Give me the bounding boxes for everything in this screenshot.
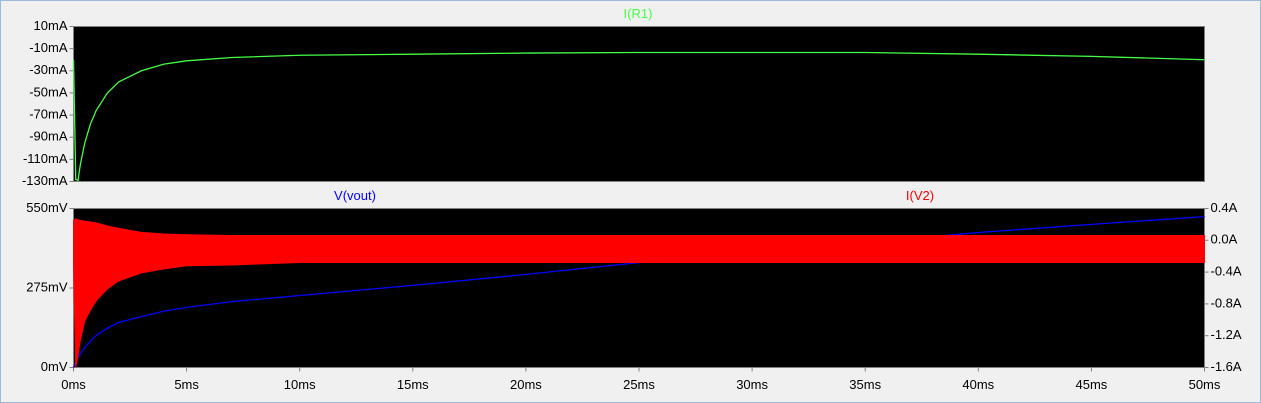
plot-pane <box>73 26 1205 182</box>
series-name: I(R1) <box>624 6 653 21</box>
y-tick-label: 550mV <box>26 200 68 215</box>
y2-tick-label: 0.0A <box>1211 232 1238 247</box>
y2-tick-label: -1.2A <box>1211 327 1242 342</box>
series-line <box>72 51 1205 182</box>
y2-tick-label: -1.6A <box>1211 359 1242 374</box>
x-tick-label: 5ms <box>174 377 199 392</box>
series-name: V(vout) <box>334 188 376 203</box>
y2-tick-label: -0.4A <box>1211 264 1242 279</box>
y-tick-label: -10mA <box>29 40 68 55</box>
plot-pane <box>73 208 1205 368</box>
y-tick-label: 10mA <box>34 18 68 33</box>
y-tick-label: -50mA <box>29 84 68 99</box>
y-tick-label: -70mA <box>29 107 68 122</box>
y-tick-label: -30mA <box>29 62 68 77</box>
x-tick-label: 35ms <box>849 377 881 392</box>
y-tick-label: 275mV <box>26 279 68 294</box>
x-tick-label: 20ms <box>510 377 542 392</box>
x-tick-label: 10ms <box>284 377 316 392</box>
x-tick-label: 40ms <box>962 377 994 392</box>
x-tick-label: 25ms <box>623 377 655 392</box>
y-tick-label: -110mA <box>23 151 68 166</box>
y2-tick-label: -0.8A <box>1211 295 1242 310</box>
x-tick-label: 45ms <box>1076 377 1108 392</box>
y-tick-label: -130mA <box>22 173 68 188</box>
x-tick-label: 50ms <box>1189 377 1221 392</box>
y2-tick-label: 0.4A <box>1211 200 1238 215</box>
x-tick-label: 15ms <box>397 377 429 392</box>
y-tick-label: 0mV <box>41 359 68 374</box>
x-tick-label: 0ms <box>61 377 86 392</box>
series-name: I(V2) <box>906 188 934 203</box>
x-tick-label: 30ms <box>736 377 768 392</box>
y-tick-label: -90mA <box>29 129 68 144</box>
series-band <box>73 218 1205 368</box>
